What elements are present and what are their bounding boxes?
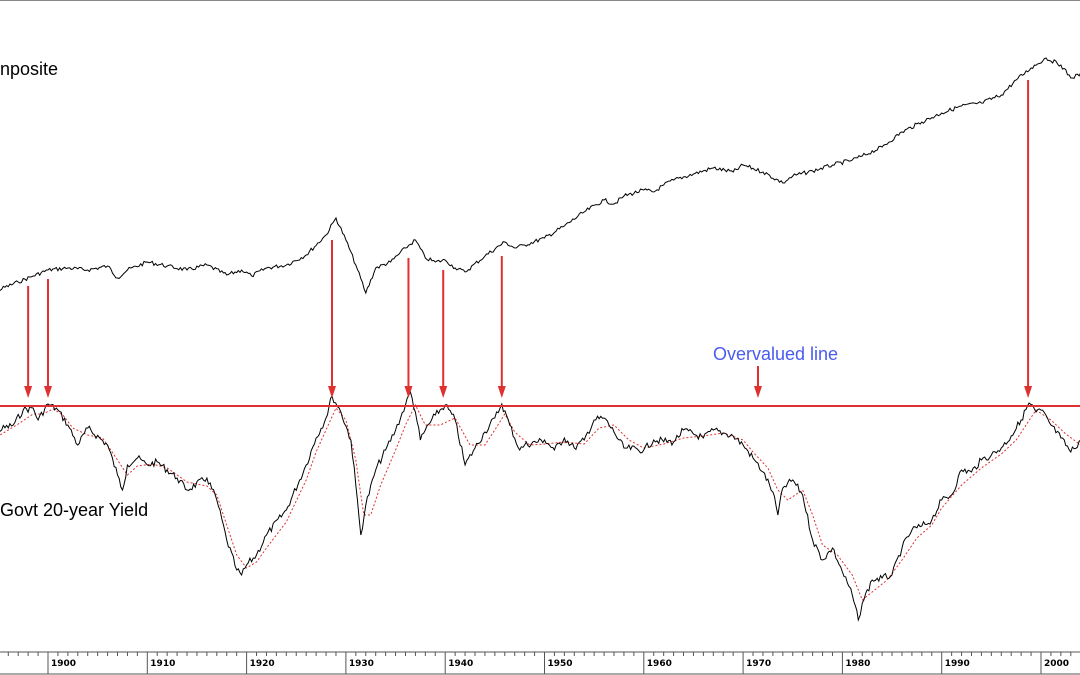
arrow-head <box>439 386 448 398</box>
arrow-head <box>497 386 506 398</box>
arrow-group <box>24 80 1033 398</box>
x-tick-label: 1920 <box>250 659 275 669</box>
overvalued-annotation: Overvalued line <box>713 344 838 364</box>
yield-series-line <box>0 390 1080 622</box>
arrow-head <box>753 386 762 398</box>
x-tick-label: 2000 <box>1044 659 1069 669</box>
yield-label: Govt 20-year Yield <box>0 500 148 520</box>
arrow-head <box>404 386 413 398</box>
composite-panel: nposite <box>0 57 1080 295</box>
x-axis: 1900 1910 1920 1930 1940 1950 1960 1970 1980 1990… <box>0 651 1080 675</box>
x-tick-label: 1990 <box>945 659 970 669</box>
arrow-head <box>24 386 33 398</box>
arrow-head <box>1024 386 1033 398</box>
yield-panel: Govt 20-year Yield <box>0 390 1080 622</box>
x-tick-label: 1930 <box>349 659 374 669</box>
arrow-head <box>327 386 336 398</box>
x-tick-label: 1910 <box>150 659 175 669</box>
x-tick-label: 1900 <box>51 659 76 669</box>
composite-label: nposite <box>0 59 58 79</box>
arrow-head <box>44 386 52 398</box>
x-tick-label: 1940 <box>448 659 473 669</box>
x-tick-label: 1950 <box>548 659 573 669</box>
x-tick-label: 1970 <box>746 659 771 669</box>
x-tick-label: 1980 <box>845 659 870 669</box>
x-tick-label: 1960 <box>647 659 672 669</box>
composite-series-line <box>0 57 1080 295</box>
yield-moving-average-line <box>0 403 1080 601</box>
